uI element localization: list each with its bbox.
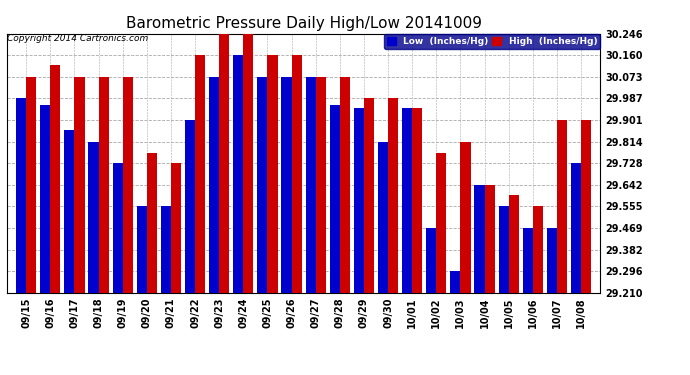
Bar xyxy=(123,77,132,292)
Bar xyxy=(26,77,37,292)
Bar xyxy=(522,228,533,292)
Bar xyxy=(40,105,50,292)
Bar xyxy=(50,65,61,292)
Bar xyxy=(364,99,374,292)
Bar xyxy=(268,55,277,292)
Bar xyxy=(546,228,557,292)
Bar xyxy=(195,55,205,292)
Bar xyxy=(509,195,519,292)
Bar xyxy=(161,206,171,292)
Bar xyxy=(581,120,591,292)
Bar xyxy=(402,108,412,292)
Bar xyxy=(354,108,364,292)
Bar xyxy=(412,108,422,292)
Bar xyxy=(171,163,181,292)
Bar xyxy=(88,142,99,292)
Bar xyxy=(460,142,471,292)
Bar xyxy=(426,228,436,292)
Bar xyxy=(378,142,388,292)
Legend: Low  (Inches/Hg), High  (Inches/Hg): Low (Inches/Hg), High (Inches/Hg) xyxy=(384,34,600,49)
Bar xyxy=(147,153,157,292)
Bar xyxy=(185,120,195,292)
Text: Copyright 2014 Cartronics.com: Copyright 2014 Cartronics.com xyxy=(7,34,148,43)
Bar xyxy=(282,77,292,292)
Bar xyxy=(244,34,253,292)
Bar xyxy=(64,130,75,292)
Bar xyxy=(533,206,543,292)
Bar xyxy=(498,206,509,292)
Bar xyxy=(388,99,398,292)
Bar xyxy=(484,184,495,292)
Bar xyxy=(315,77,326,292)
Bar xyxy=(209,77,219,292)
Title: Barometric Pressure Daily High/Low 20141009: Barometric Pressure Daily High/Low 20141… xyxy=(126,16,482,31)
Bar xyxy=(292,55,302,292)
Bar xyxy=(571,163,581,292)
Bar xyxy=(330,105,339,292)
Bar xyxy=(137,206,147,292)
Bar xyxy=(436,153,446,292)
Bar xyxy=(557,120,567,292)
Bar xyxy=(451,271,460,292)
Bar xyxy=(233,55,244,292)
Bar xyxy=(112,163,123,292)
Bar xyxy=(16,99,26,292)
Bar xyxy=(99,77,109,292)
Bar xyxy=(219,34,229,292)
Bar xyxy=(475,184,484,292)
Bar xyxy=(257,77,268,292)
Bar xyxy=(75,77,85,292)
Bar xyxy=(306,77,315,292)
Bar xyxy=(339,77,350,292)
